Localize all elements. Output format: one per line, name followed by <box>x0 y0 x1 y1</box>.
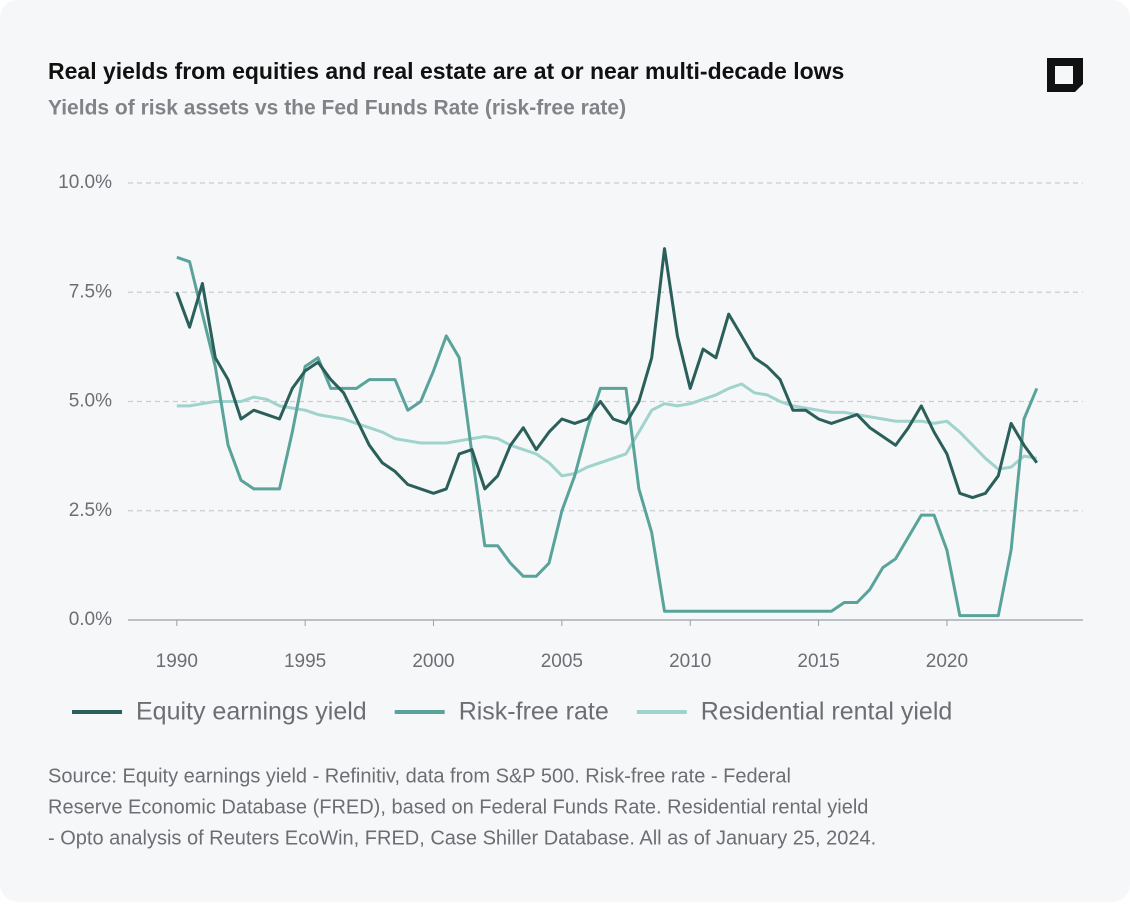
x-tick-label: 2000 <box>412 651 454 672</box>
chart-title: Real yields from equities and real estat… <box>48 58 844 84</box>
y-tick-label: 5.0% <box>69 391 112 412</box>
y-tick-label: 0.0% <box>69 609 112 630</box>
x-tick-label: 2005 <box>541 651 583 672</box>
x-tick-label: 2020 <box>926 651 968 672</box>
x-tick-label: 1990 <box>156 651 198 672</box>
legend-label: Residential rental yield <box>701 698 953 726</box>
series-line <box>176 382 1038 478</box>
y-tick-label: 2.5% <box>69 500 112 521</box>
source-note: Reserve Economic Database (FRED), based … <box>48 796 868 818</box>
x-tick-label: 2015 <box>797 651 839 672</box>
y-tick-label: 10.0% <box>58 172 112 193</box>
series-line <box>175 247 1039 500</box>
x-tick-label: 2010 <box>669 651 711 672</box>
legend-label: Equity earnings yield <box>136 698 367 726</box>
y-tick-label: 7.5% <box>69 281 112 302</box>
source-note: - Opto analysis of Reuters EcoWin, FRED,… <box>48 827 876 849</box>
source-note: Source: Equity earnings yield - Refiniti… <box>48 765 791 787</box>
logo <box>1047 58 1083 92</box>
chart-subtitle: Yields of risk assets vs the Fed Funds R… <box>48 97 626 120</box>
legend-label: Risk-free rate <box>459 698 609 726</box>
x-tick-label: 1995 <box>284 651 326 672</box>
